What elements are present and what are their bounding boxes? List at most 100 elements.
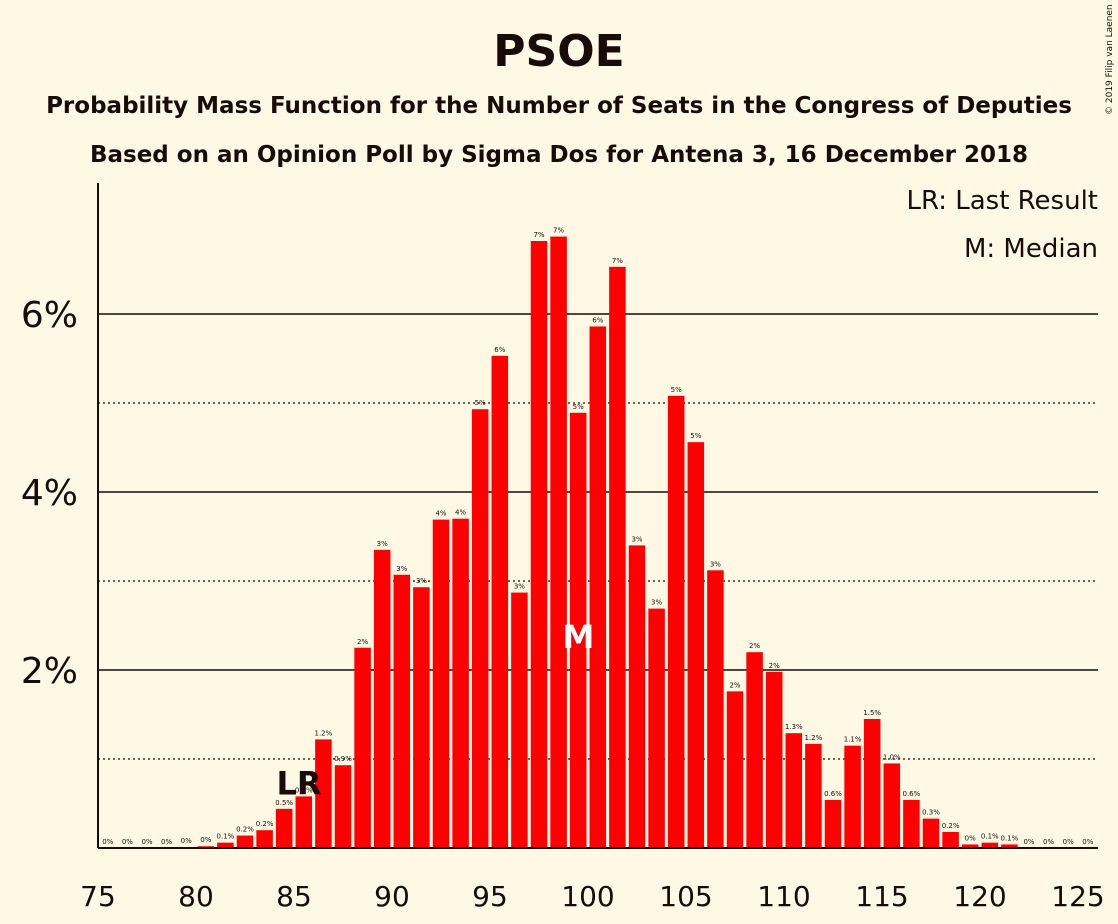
- bar: [373, 549, 391, 848]
- bar-value-label: 4%: [455, 509, 466, 517]
- last-result-marker: LR: [276, 764, 321, 802]
- bar-value-label: 1.1%: [844, 736, 862, 744]
- chart-subtitle-line-1: Probability Mass Function for the Number…: [46, 93, 1072, 119]
- bar-value-label: 0.2%: [256, 820, 274, 828]
- bar: [569, 412, 587, 848]
- bar-value-label: 0%: [1082, 838, 1093, 846]
- bar-value-label: 0%: [200, 836, 211, 844]
- bar-value-labels: 0% 0% 0% 0% 0% 0% 0.1%0.2%0.2%0.5%0.6%1.2%0.9%…: [102, 227, 1093, 846]
- x-tick-label: 125: [1051, 880, 1104, 913]
- bar: [491, 355, 509, 848]
- bar: [413, 587, 430, 848]
- bar-value-label: 0.1%: [1001, 834, 1019, 842]
- x-tick-label: 110: [757, 880, 810, 913]
- bar: [334, 765, 352, 848]
- bar: [726, 691, 744, 848]
- bar: [785, 733, 803, 848]
- bar-value-label: 3%: [396, 565, 407, 573]
- bar-value-label: 5%: [573, 403, 584, 411]
- bar: [883, 763, 901, 848]
- median-marker: M: [562, 618, 594, 656]
- copyright-notice: © 2019 Filip van Laenen: [1105, 4, 1115, 115]
- bar-value-label: 3%: [514, 583, 525, 591]
- bar: [393, 574, 411, 848]
- bar-value-label: 1.2%: [805, 734, 823, 742]
- bar-value-label: 0%: [1063, 838, 1074, 846]
- bar: [275, 808, 293, 848]
- bar-value-label: 0.2%: [942, 822, 960, 830]
- x-tick-label: 80: [178, 880, 214, 913]
- bar: [315, 739, 332, 848]
- bar: [354, 647, 371, 848]
- bar-value-label: 7%: [553, 227, 564, 235]
- bar-value-label: 0.6%: [903, 790, 921, 798]
- bar-value-label: 4%: [435, 510, 446, 518]
- bar: [746, 652, 763, 848]
- bar: [236, 835, 254, 848]
- x-tick-label: 85: [276, 880, 312, 913]
- bar: [707, 570, 724, 848]
- bars: [177, 236, 1018, 849]
- bar-value-label: 5%: [690, 432, 701, 440]
- bar: [981, 842, 999, 848]
- bar-value-label: 0.5%: [275, 799, 293, 807]
- bar: [432, 519, 450, 848]
- x-tick-label: 115: [855, 880, 908, 913]
- bar: [844, 745, 861, 848]
- x-tick-label: 100: [561, 880, 614, 913]
- bar-value-label: 0%: [122, 838, 133, 846]
- bar-value-label: 0.1%: [981, 833, 999, 841]
- bar: [628, 545, 646, 848]
- legend-last-result: LR: Last Result: [906, 186, 1098, 216]
- x-tick-label: 105: [659, 880, 712, 913]
- bar: [550, 236, 567, 848]
- bar-value-label: 0.2%: [236, 826, 254, 834]
- x-tick-label: 120: [953, 880, 1006, 913]
- bar: [256, 830, 273, 848]
- bar-value-label: 2%: [357, 638, 368, 646]
- bar-value-label: 3%: [416, 577, 427, 585]
- bar-value-label: 3%: [710, 560, 721, 568]
- bar-value-label: 1.3%: [785, 723, 803, 731]
- bar: [863, 718, 881, 848]
- bar-value-label: 3%: [631, 535, 642, 543]
- x-tick-label: 90: [374, 880, 410, 913]
- bar-value-label: 0%: [1043, 838, 1054, 846]
- bar-value-label: 5%: [671, 386, 682, 394]
- bar-value-label: 6%: [494, 346, 505, 354]
- bar: [452, 518, 469, 848]
- bar: [648, 608, 665, 848]
- bar-value-label: 0%: [161, 838, 172, 846]
- bar-value-label: 0%: [141, 838, 152, 846]
- bar-value-label: 1.2%: [315, 729, 333, 737]
- bar: [589, 326, 607, 849]
- bar-value-label: 0.9%: [334, 755, 352, 763]
- bar-value-label: 7%: [612, 257, 623, 265]
- bar: [1001, 844, 1018, 848]
- legend-median: M: Median: [964, 234, 1098, 264]
- bar: [824, 799, 842, 848]
- y-tick-label: 4%: [21, 473, 78, 514]
- bar: [961, 844, 979, 848]
- bar-value-label: 0%: [102, 838, 113, 846]
- bar: [687, 442, 705, 848]
- bar: [765, 671, 783, 848]
- chart-title: PSOE: [493, 26, 624, 77]
- bar: [922, 818, 940, 848]
- bar-value-label: 0.1%: [217, 833, 235, 841]
- bar-value-label: 3%: [377, 540, 388, 548]
- bar: [942, 831, 959, 848]
- bar: [903, 799, 920, 848]
- bar: [295, 796, 313, 848]
- bar: [511, 592, 528, 848]
- bar: [667, 395, 685, 848]
- bar-value-label: 0.3%: [922, 809, 940, 817]
- bar-value-label: 0%: [1023, 838, 1034, 846]
- bar: [530, 241, 548, 848]
- bar-value-label: 2%: [769, 662, 780, 670]
- bar-value-label: 2%: [749, 642, 760, 650]
- bar-value-label: 5%: [475, 399, 486, 407]
- bar-value-label: 0%: [965, 834, 976, 842]
- bar-value-label: 1.0%: [883, 753, 901, 761]
